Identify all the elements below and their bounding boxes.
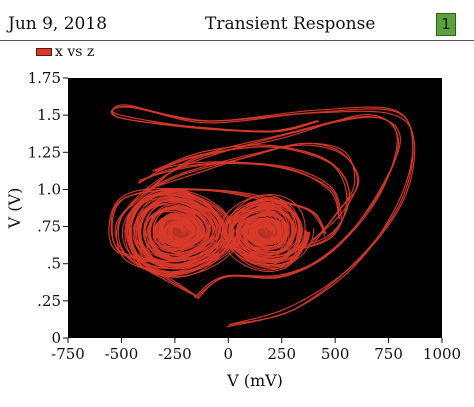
header-divider <box>0 40 474 41</box>
x-tick-label: 250 <box>267 345 296 363</box>
x-axis-label: V (mV) <box>226 371 283 390</box>
y-tick-label: .25 <box>37 292 61 310</box>
y-axis-label: V (V) <box>5 188 24 230</box>
chart-title: Transient Response <box>205 14 376 34</box>
legend-swatch <box>36 48 52 56</box>
excursion-loop <box>152 144 348 252</box>
x-tick-label: -250 <box>158 345 192 363</box>
y-tick-label: .75 <box>37 218 61 236</box>
header-date: Jun 9, 2018 <box>8 14 108 34</box>
x-tick-label: -750 <box>51 345 85 363</box>
excursion-loop <box>108 187 326 264</box>
x-tick-label: 500 <box>321 345 350 363</box>
y-tick-label: 1.25 <box>28 143 61 161</box>
legend-label: x vs z <box>55 44 95 60</box>
y-tick-label: 1.75 <box>28 69 61 87</box>
y-tick-label: 0 <box>51 329 61 347</box>
scroll-core <box>153 216 205 246</box>
excursion-loop <box>138 162 340 218</box>
y-tick-label: .5 <box>47 255 61 273</box>
x-tick-label: 750 <box>374 345 403 363</box>
excursion-loop <box>138 161 343 221</box>
scroll-core <box>241 217 289 245</box>
attractor-trace <box>108 104 416 328</box>
x-tick-label: -500 <box>105 345 139 363</box>
y-tick-label: 1.0 <box>37 180 61 198</box>
plot-number-badge[interactable]: 1 <box>436 13 456 36</box>
excursion-loop <box>117 116 398 300</box>
y-tick-label: 1.5 <box>37 106 61 124</box>
axis-ticks: -750 -500 -250 0 250 500 750 1000 0 .25 .5 .75 1.0 1.… <box>28 69 462 363</box>
excursion-loop <box>111 106 414 326</box>
x-tick-label: 0 <box>224 345 234 363</box>
legend: x vs z <box>36 44 94 60</box>
x-tick-label: 1000 <box>423 345 461 363</box>
